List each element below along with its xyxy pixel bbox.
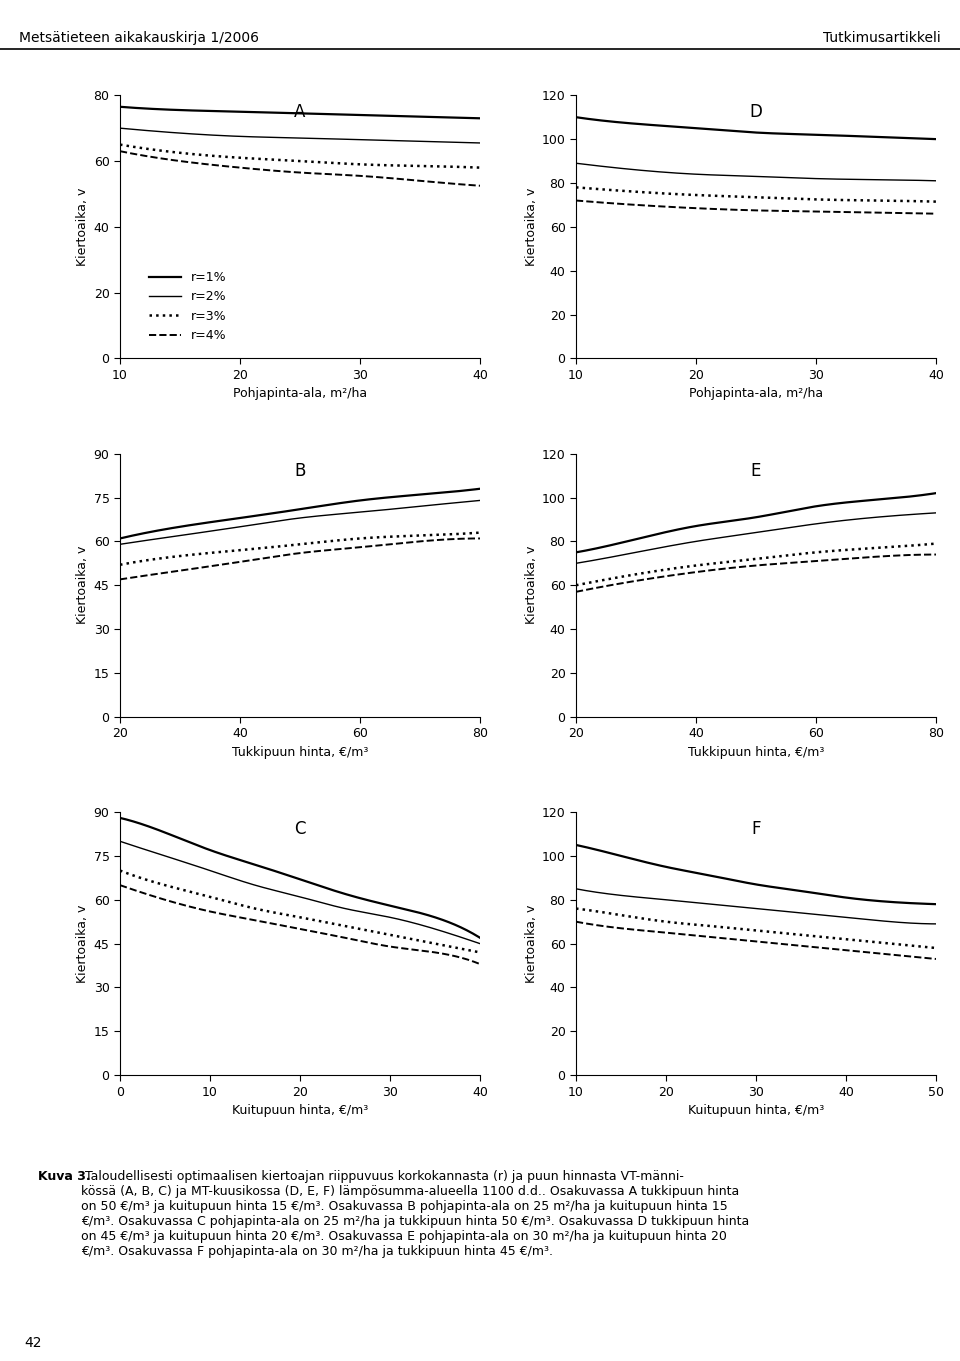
Y-axis label: Kiertoaika, v: Kiertoaika, v [524, 905, 538, 983]
Text: Tutkimusartikkeli: Tutkimusartikkeli [823, 31, 941, 45]
X-axis label: Kuitupuun hinta, €/m³: Kuitupuun hinta, €/m³ [688, 1104, 824, 1117]
Legend: r=1%, r=2%, r=3%, r=4%: r=1%, r=2%, r=3%, r=4% [144, 267, 231, 347]
X-axis label: Tukkipuun hinta, €/m³: Tukkipuun hinta, €/m³ [687, 746, 825, 759]
Y-axis label: Kiertoaika, v: Kiertoaika, v [77, 546, 89, 625]
Text: A: A [295, 103, 305, 121]
Text: Metsätieteen aikakauskirja 1/2006: Metsätieteen aikakauskirja 1/2006 [19, 31, 259, 45]
Y-axis label: Kiertoaika, v: Kiertoaika, v [77, 905, 89, 983]
Y-axis label: Kiertoaika, v: Kiertoaika, v [524, 188, 538, 265]
Text: D: D [750, 103, 762, 121]
Text: F: F [752, 819, 760, 838]
Text: C: C [295, 819, 305, 838]
X-axis label: Pohjapinta-ala, m²/ha: Pohjapinta-ala, m²/ha [233, 388, 367, 400]
X-axis label: Tukkipuun hinta, €/m³: Tukkipuun hinta, €/m³ [231, 746, 369, 759]
Text: 42: 42 [24, 1337, 41, 1350]
X-axis label: Kuitupuun hinta, €/m³: Kuitupuun hinta, €/m³ [232, 1104, 368, 1117]
Y-axis label: Kiertoaika, v: Kiertoaika, v [524, 546, 538, 625]
X-axis label: Pohjapinta-ala, m²/ha: Pohjapinta-ala, m²/ha [689, 388, 823, 400]
Text: Taloudellisesti optimaalisen kiertoajan riippuvuus korkokannasta (r) ja puun hin: Taloudellisesti optimaalisen kiertoajan … [81, 1170, 749, 1259]
Y-axis label: Kiertoaika, v: Kiertoaika, v [77, 188, 89, 265]
Text: B: B [295, 461, 305, 479]
Text: Kuva 3.: Kuva 3. [38, 1170, 91, 1184]
Text: E: E [751, 461, 761, 479]
